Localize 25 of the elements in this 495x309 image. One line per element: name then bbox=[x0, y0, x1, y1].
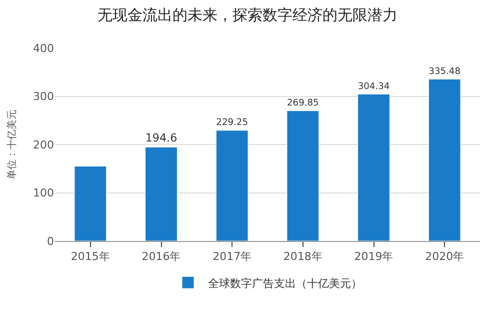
x-tick-label: 2017年 bbox=[212, 250, 252, 264]
x-tick-label: 2020年 bbox=[425, 250, 464, 264]
bar bbox=[358, 94, 390, 241]
y-axis-title: 单位：十亿美元 bbox=[6, 110, 18, 180]
data-label: 269.85 bbox=[287, 98, 319, 109]
x-tick-label: 2015年 bbox=[70, 250, 110, 264]
data-label: 304.34 bbox=[358, 82, 390, 92]
y-tick-label: 200 bbox=[33, 138, 54, 152]
legend-label: 全球数字广告支出（十亿美元） bbox=[208, 276, 362, 290]
data-label: 335.48 bbox=[428, 66, 461, 77]
bar bbox=[428, 78, 461, 241]
data-label: 194.6 bbox=[145, 131, 178, 144]
bar bbox=[216, 130, 248, 241]
y-tick-label: 300 bbox=[33, 90, 54, 104]
bar bbox=[74, 166, 107, 241]
x-tick-label: 2019年 bbox=[354, 250, 394, 264]
data-label: 229.25 bbox=[216, 118, 248, 128]
y-tick-label: 400 bbox=[33, 42, 54, 55]
bar bbox=[286, 110, 320, 241]
x-tick-label: 2018年 bbox=[283, 250, 322, 264]
bar bbox=[145, 146, 178, 241]
y-tick-label: 0 bbox=[47, 234, 54, 248]
x-tick-label: 2016年 bbox=[142, 250, 181, 264]
chart-title: 无现金流出的未来，探索数字经济的无限潜力 bbox=[98, 6, 398, 24]
y-tick-label: 100 bbox=[33, 186, 54, 200]
